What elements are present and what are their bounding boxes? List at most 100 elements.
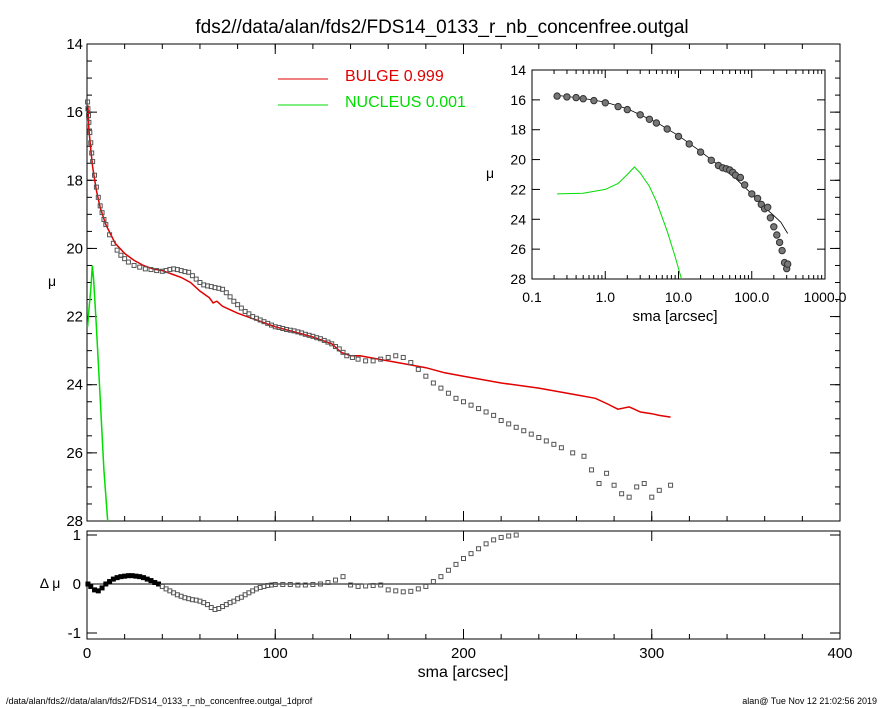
inset-nucleus-line (557, 166, 682, 280)
data-point (349, 354, 355, 360)
data-point (408, 360, 414, 366)
data-point (86, 113, 92, 119)
y-tick-label: 14 (66, 36, 83, 53)
data-point (246, 311, 252, 317)
data-point (536, 435, 542, 441)
res-y-tick-label: -1 (68, 625, 81, 642)
data-point (193, 276, 199, 282)
data-point (235, 302, 241, 308)
data-point (107, 232, 113, 238)
inset-data-point (652, 119, 661, 127)
inset-data-point (563, 93, 571, 101)
data-point (468, 402, 474, 408)
data-point (122, 256, 128, 262)
inset-data-point (753, 194, 762, 203)
residual-point (378, 582, 384, 588)
inset-data-point (775, 238, 784, 247)
data-point (220, 286, 226, 292)
data-point (570, 450, 576, 456)
data-point (85, 99, 91, 105)
residual-points (85, 532, 519, 612)
data-point (131, 262, 137, 268)
inset-y-tick-label: 28 (510, 271, 526, 287)
data-point (142, 266, 148, 272)
data-point (378, 356, 384, 362)
residual-point (302, 582, 308, 588)
inset-y-axis-label: μ (486, 165, 494, 181)
data-point (95, 194, 101, 200)
data-point (85, 106, 91, 112)
inset-data-point (614, 102, 622, 111)
data-point (619, 491, 625, 497)
inset-data-point (579, 95, 587, 103)
residual-point (340, 574, 346, 580)
data-point (344, 353, 350, 359)
inset-y-tick-label: 14 (510, 62, 526, 78)
data-point (88, 140, 94, 146)
inset-nucleus-path (557, 166, 682, 280)
residual-plot-frame (86, 530, 841, 640)
inset-data-point (766, 214, 775, 222)
residual-point (453, 561, 459, 567)
residual-point (506, 533, 512, 539)
inset-x-tick-label: 1000.0 (804, 289, 847, 305)
residual-point (400, 589, 406, 595)
data-point (513, 424, 519, 430)
inset-y-tick-label: 24 (510, 211, 526, 227)
data-point (336, 346, 342, 352)
residual-point (445, 567, 451, 573)
data-point (118, 252, 124, 258)
data-point (223, 290, 229, 296)
inset-data-point (696, 148, 705, 156)
residual-point (295, 582, 301, 588)
data-point (99, 210, 105, 216)
inset-data-point (741, 181, 749, 189)
bulge-model-line (87, 105, 671, 418)
inset-data-point (663, 125, 671, 133)
data-point (453, 395, 459, 401)
data-point (227, 294, 233, 300)
data-point (551, 441, 557, 447)
residual-point (491, 537, 497, 543)
data-point (154, 268, 160, 274)
residual-point (408, 588, 414, 594)
data-point (498, 417, 504, 423)
y-tick-label: 20 (66, 240, 83, 257)
nucleus-line-path (86, 265, 109, 522)
residual-point (88, 583, 94, 589)
inset-x-tick-label: 1.0 (596, 289, 616, 305)
data-point (370, 358, 376, 364)
inset-y-tick-label: 16 (510, 92, 526, 108)
data-point (93, 184, 99, 190)
x-tick-label: 100 (263, 645, 288, 662)
data-point (186, 269, 192, 275)
inset-data-points (553, 92, 792, 273)
inset-data-point (764, 203, 772, 212)
inset-data-point (707, 156, 715, 165)
chart-title: fds2//data/alan/fds2/FDS14_0133_r_nb_con… (195, 17, 688, 38)
data-point (231, 298, 237, 304)
data-point (110, 240, 116, 246)
residual-axis-ticks: -1 0 1 (68, 527, 841, 642)
residual-point (468, 551, 474, 557)
data-point (238, 305, 244, 311)
inset-data-point (773, 231, 781, 239)
data-point (340, 349, 346, 355)
inset-data-point (685, 140, 693, 148)
data-point (86, 119, 92, 125)
residual-point (99, 585, 105, 591)
inset-data-point (636, 111, 644, 119)
inset-x-axis-label: sma [arcsec] (632, 308, 717, 325)
legend-bulge-label: BULGE 0.999 (345, 68, 444, 85)
data-point (461, 399, 466, 405)
residual-point (348, 582, 354, 588)
inset-plot-frame (531, 69, 826, 280)
data-point (189, 273, 195, 279)
data-point (148, 267, 154, 273)
data-point (355, 356, 361, 362)
inset-data-point (674, 132, 683, 141)
data-point (430, 380, 436, 386)
inset-data-point (778, 246, 786, 255)
data-point (596, 481, 602, 487)
